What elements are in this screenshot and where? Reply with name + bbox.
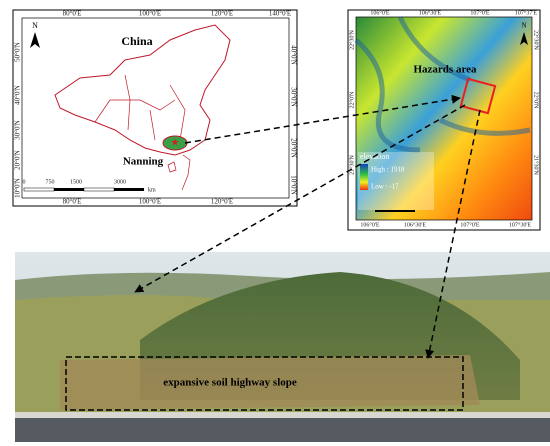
connector-arrow (184, 94, 461, 144)
islands (167, 154, 191, 191)
tick-label: 120°0'E (211, 198, 233, 206)
tick-label: 40°0'N (289, 45, 297, 65)
tick-label: 80°0'E (63, 198, 82, 206)
north-arrow (520, 32, 528, 45)
photo: expansive soil highway slope (15, 252, 550, 442)
tick-label: 106°30'E (419, 9, 441, 16)
tick-label: 30°0'N (14, 120, 22, 140)
road-edge (15, 412, 550, 418)
city-star: ★ (171, 137, 180, 148)
map-title: China (121, 34, 152, 48)
tick-label: 21°30'N (348, 154, 355, 174)
tick-label: 106°0'E (360, 221, 379, 228)
connector-arrow (134, 104, 466, 293)
tick-label: 22°30'N (348, 29, 355, 49)
china-outline (54, 24, 231, 156)
province-borders (94, 74, 186, 141)
scale-bar (23, 187, 144, 192)
legend-high: High : 1918 (371, 166, 405, 174)
tick-label: 21°30'N (533, 155, 540, 175)
tick-label: 140°0'E (269, 10, 291, 18)
tick-label: 10°0'N (289, 175, 297, 195)
scale-unit: km (148, 187, 156, 193)
legend-ramp (360, 164, 368, 190)
north-label: N (521, 22, 526, 30)
tick-label: 106°30'E (404, 221, 426, 228)
tick-label: 0 (23, 179, 26, 185)
tick-label: 40°0'N (14, 85, 22, 105)
slope-box (65, 356, 464, 411)
scale-bar (375, 210, 415, 212)
slope (60, 355, 480, 410)
tick-label: 80°0'E (63, 10, 82, 18)
legend-bg (358, 152, 434, 210)
legend-low: Low : -17 (371, 183, 399, 191)
tick-label: 22°30'N (533, 30, 540, 50)
north-arrow (30, 32, 40, 48)
tick-label: 750 (46, 179, 55, 185)
city-label: Nanning (123, 156, 164, 168)
tick-label: 106°0'E (370, 9, 389, 16)
tick-label: 50°0'N (14, 42, 22, 62)
hazard-box (459, 77, 497, 115)
tick-label: 10°0'N (14, 178, 22, 198)
tick-label: 20°0'N (14, 150, 22, 170)
dem-valleys (354, 15, 531, 153)
tick-label: 107°0'E (460, 221, 479, 228)
north-label: N (32, 21, 38, 30)
tick-label: 30°0'N (289, 87, 297, 107)
tick-label: 3000 (114, 179, 126, 185)
tick-label: 22°0'N (533, 92, 540, 109)
hazard-label: Hazards area (413, 64, 477, 76)
connector-arrow (425, 109, 481, 359)
tick-label: 100°0'E (139, 10, 161, 18)
tick-label: 22°0'N (348, 91, 355, 108)
dem-raster (355, 16, 533, 221)
tick-label: 107°37'E (515, 9, 537, 16)
tick-label: 107°0'E (470, 9, 489, 16)
road (15, 418, 550, 442)
photo-label: expansive soil highway slope (163, 377, 297, 389)
tick-label: 107°30'E (509, 221, 531, 228)
dem-map: Hazards area N elevation High : 1918 Low… (347, 9, 541, 231)
tick-label: 20°0'N (289, 138, 297, 158)
china-map: ★ China Nanning N (12, 9, 298, 207)
tick-label: 1500 (70, 179, 82, 185)
tick-label: 100°0'E (139, 198, 161, 206)
tick-label: 120°0'E (211, 10, 233, 18)
